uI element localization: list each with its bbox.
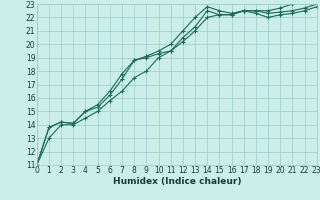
X-axis label: Humidex (Indice chaleur): Humidex (Indice chaleur) — [113, 177, 241, 186]
